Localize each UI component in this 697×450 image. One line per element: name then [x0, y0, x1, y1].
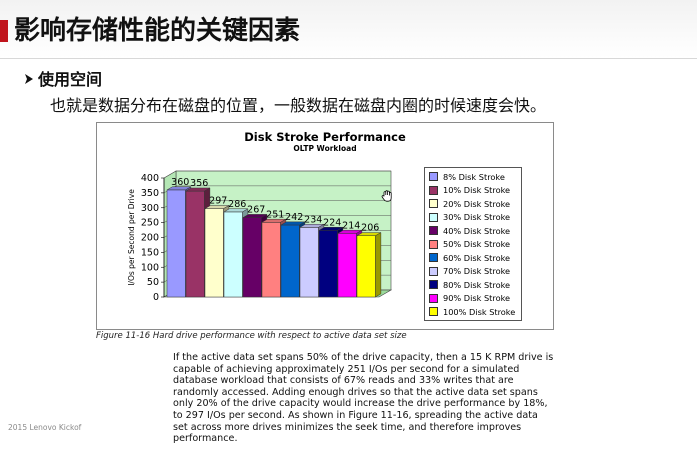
legend-swatch: [429, 185, 438, 195]
y-tick-label: 150: [141, 247, 159, 258]
legend-label: 80% Disk Stroke: [443, 279, 511, 290]
bar-front-face: [280, 224, 300, 298]
legend-item: 40% Disk Stroke: [429, 224, 521, 238]
legend-swatch: [429, 212, 438, 222]
bar-front-face: [356, 235, 376, 298]
bar: [356, 232, 382, 298]
bar-data-label: 267: [247, 205, 265, 216]
legend-swatch: [429, 266, 438, 276]
bar-data-label: 251: [266, 209, 284, 220]
chart-figure: Disk Stroke Performance OLTP Workload 0 5…: [96, 122, 554, 330]
legend-item: 10% Disk Stroke: [429, 184, 521, 198]
bullet-label: 使用空间: [38, 70, 103, 89]
bar-data-label: 224: [323, 217, 341, 228]
legend-item: 50% Disk Stroke: [429, 238, 521, 252]
y-tick-label: 50: [147, 277, 159, 288]
bar-data-label: 286: [228, 199, 246, 210]
legend-label: 10% Disk Stroke: [443, 185, 511, 196]
legend-swatch: [429, 239, 438, 249]
legend-item: 8% Disk Stroke: [429, 170, 521, 184]
legend-item: 20% Disk Stroke: [429, 197, 521, 211]
y-tick-label: 300: [141, 203, 159, 214]
legend-label: 8% Disk Stroke: [443, 171, 505, 182]
bar-chart: 0 50 100 150 200 250 300 350 400 I/Os per Second …: [127, 170, 393, 303]
legend-label: 60% Disk Stroke: [443, 252, 511, 263]
slide-title: 影响存储性能的关键因素: [14, 16, 301, 46]
legend-label: 40% Disk Stroke: [443, 225, 511, 236]
bar-front-face: [185, 190, 205, 298]
figure-paragraph: If the active data set spans 50% of the …: [173, 352, 554, 445]
bar-front-face: [242, 217, 262, 298]
legend-swatch: [429, 253, 438, 263]
footer-text: 2015 Lenovo Kickof: [8, 423, 82, 432]
chart-legend: 8% Disk Stroke 10% Disk Stroke 20% Disk St…: [424, 167, 522, 321]
bar-data-label: 360: [171, 177, 189, 188]
gridline: [163, 170, 391, 179]
legend-swatch: [429, 199, 438, 209]
bar-data-label: 356: [190, 178, 208, 189]
bar-data-label: 214: [342, 220, 360, 231]
legend-item: 30% Disk Stroke: [429, 211, 521, 225]
legend-item: 90% Disk Stroke: [429, 292, 521, 306]
legend-swatch: [429, 293, 438, 303]
legend-label: 70% Disk Stroke: [443, 266, 511, 277]
bar-front-face: [337, 233, 357, 298]
bar-data-label: 206: [361, 223, 379, 234]
figure-caption: Figure 11-16 Hard drive performance with…: [96, 331, 407, 341]
chart-title: Disk Stroke Performance: [244, 130, 406, 144]
legend-item: 100% Disk Stroke: [429, 305, 521, 319]
bar-data-label: 242: [285, 212, 303, 223]
y-tick-label: 350: [141, 188, 159, 199]
title-accent-marker: [0, 20, 8, 42]
body-text: 也就是数据分布在磁盘的位置，一般数据在磁盘内圈的时候速度会快。: [50, 96, 547, 115]
legend-item: 70% Disk Stroke: [429, 265, 521, 279]
legend-swatch: [429, 307, 438, 317]
y-tick-label: 200: [141, 233, 159, 244]
bar-front-face: [318, 230, 338, 298]
legend-item: 60% Disk Stroke: [429, 251, 521, 265]
y-axis-label: I/Os per Second per Drive: [127, 189, 136, 286]
bar-front-face: [204, 208, 224, 298]
legend-label: 100% Disk Stroke: [443, 306, 516, 317]
bar-front-face: [166, 189, 186, 298]
hand-cursor-icon: [381, 187, 393, 206]
legend-swatch: [429, 280, 438, 290]
legend-swatch: [429, 226, 438, 236]
chart-subtitle: OLTP Workload: [293, 144, 357, 153]
bar-front-face: [261, 222, 281, 298]
arrow-bullet-icon: [24, 70, 38, 89]
bar-front-face: [223, 211, 243, 298]
bar-data-label: 234: [304, 214, 322, 225]
bullet-heading: 使用空间: [24, 66, 102, 90]
legend-label: 20% Disk Stroke: [443, 198, 511, 209]
bar-data-label: 297: [209, 196, 227, 207]
legend-swatch: [429, 172, 438, 182]
y-tick-label: 0: [153, 292, 159, 303]
bar-front-face: [299, 227, 319, 298]
bar-side-face: [375, 232, 382, 298]
title-bar: [0, 0, 697, 59]
legend-label: 90% Disk Stroke: [443, 293, 511, 304]
y-tick-label: 100: [141, 262, 159, 273]
legend-label: 30% Disk Stroke: [443, 212, 511, 223]
y-tick-label: 250: [141, 218, 159, 229]
y-tick-label: 400: [141, 173, 159, 184]
legend-label: 50% Disk Stroke: [443, 239, 511, 250]
legend-item: 80% Disk Stroke: [429, 278, 521, 292]
